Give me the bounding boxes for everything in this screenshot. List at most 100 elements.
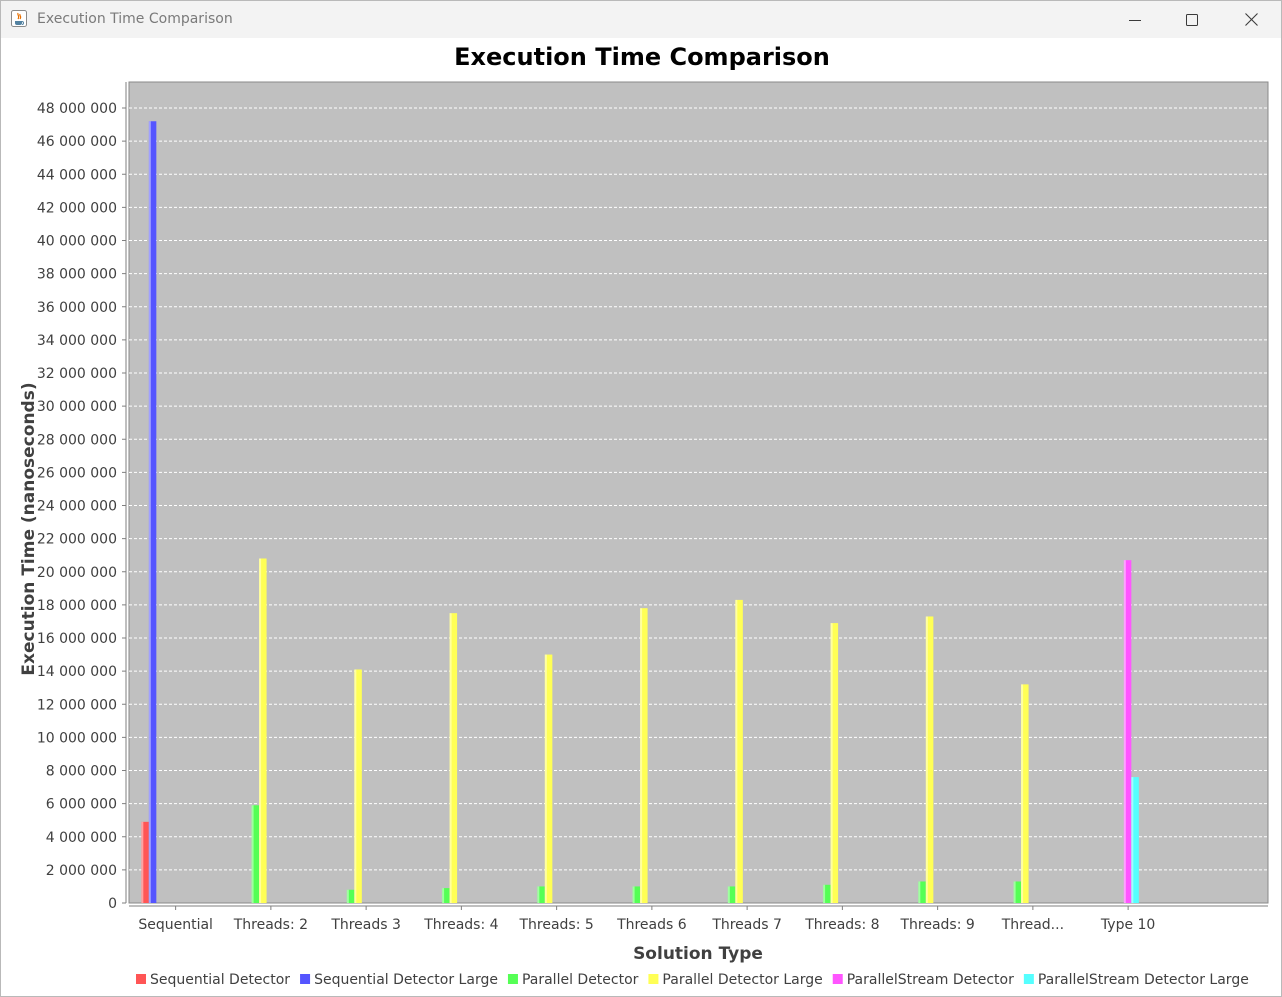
minimize-button[interactable] [1107,1,1163,38]
y-tick-label: 30 000 000 [37,399,117,415]
y-tick-label: 40 000 000 [37,234,117,250]
legend-swatch [136,974,146,984]
bar-highlight [537,886,540,903]
y-tick-label: 42 000 000 [37,200,117,216]
plot-area [128,81,1269,904]
bar-highlight [640,608,643,903]
x-tick-label: Threads 3 [330,917,401,933]
bar-fill [1131,777,1139,903]
y-tick-label: 32 000 000 [37,366,117,382]
y-tick-label: 12 000 000 [37,697,117,713]
bar-highlight [727,886,730,903]
title-bar[interactable]: Execution Time Comparison [1,1,1281,38]
x-tick-label: Threads 7 [711,917,782,933]
y-tick-label: 18 000 000 [37,598,117,614]
x-axis-label: Solution Type [633,944,763,964]
bar-highlight [141,821,144,903]
x-axis-tick-labels: Sequential Threads: 2 Threads 3 Threads: 4 T… [138,906,1155,933]
bar-fill [354,669,362,903]
bar-fill [640,608,648,903]
bar-fill [1013,881,1022,903]
bar-highlight [1013,881,1016,903]
y-tick-label: 34 000 000 [37,333,117,349]
bar-highlight [449,613,452,903]
x-tick-label: Type 10 [1100,917,1155,933]
bar [735,599,743,903]
bars [141,121,1139,903]
y-tick-label: 36 000 000 [37,300,117,316]
legend-label: ParallelStream Detector [847,972,1014,988]
bar-fill [1021,684,1029,903]
bar [830,623,839,903]
bar-highlight [1131,777,1134,903]
chart-title: Execution Time Comparison [454,43,830,71]
y-tick-label: 8 000 000 [46,764,117,780]
bar-fill [148,121,157,903]
legend-label: Sequential Detector Large [314,972,498,988]
bar [918,881,926,903]
legend-item: Parallel Detector Large [648,972,823,988]
y-tick-label: 0 [108,896,117,912]
legend-swatch [648,974,659,984]
bar-highlight [823,884,826,903]
bar-fill [259,558,267,903]
legend-swatch [832,974,843,984]
y-tick-label: 46 000 000 [37,134,117,150]
y-tick-label: 14 000 000 [37,664,117,680]
bar-highlight [918,881,921,903]
bar [1021,684,1029,903]
legend-label: Sequential Detector [150,972,290,988]
close-button[interactable] [1223,1,1279,38]
bar-fill [1123,560,1132,903]
bar [259,558,267,903]
x-tick-label: Threads: 2 [233,917,308,933]
legend-item: ParallelStream Detector [832,972,1014,988]
x-tick-label: Threads: 4 [423,917,498,933]
bar-fill [251,805,260,903]
bar-fill [346,889,355,903]
bar [442,888,450,903]
bar [632,886,641,903]
y-tick-label: 6 000 000 [46,797,117,813]
bar-highlight [346,889,349,903]
bar-fill [918,881,926,903]
bar-fill [537,886,545,903]
legend-item: Sequential Detector [136,972,290,988]
legend-swatch [1023,974,1034,984]
bar [141,821,149,903]
bar-fill [544,654,553,903]
x-tick-label: Threads: 5 [518,917,593,933]
bar-highlight [632,886,635,903]
chart-panel: Execution Time Comparison 0 2 000 000 4 00… [1,38,1281,996]
bar [1123,560,1132,903]
legend: Sequential Detector Sequential Detector L… [136,972,1249,988]
bar-highlight [148,121,151,903]
bar [925,616,934,903]
bar-fill [823,884,831,903]
bar-fill [632,886,641,903]
bar [537,886,545,903]
legend-label: Parallel Detector [522,972,639,988]
bar [727,886,736,903]
bar [449,613,458,903]
execution-time-chart: Execution Time Comparison 0 2 000 000 4 00… [19,43,1269,988]
y-tick-label: 20 000 000 [37,565,117,581]
bar [1131,777,1139,903]
y-tick-label: 48 000 000 [37,101,117,117]
bar-highlight [1123,560,1126,903]
bar-fill [735,599,743,903]
bar-highlight [251,805,254,903]
bar-highlight [544,654,547,903]
bar [544,654,553,903]
x-tick-label: Threads: 9 [899,917,974,933]
y-tick-label: 2 000 000 [46,863,117,879]
x-tick-label: Sequential [138,917,213,933]
bar [251,805,260,903]
maximize-button[interactable] [1164,1,1220,38]
minimize-icon [1129,19,1141,21]
y-tick-label: 28 000 000 [37,432,117,448]
y-tick-label: 44 000 000 [37,167,117,183]
bar [823,884,831,903]
y-tick-label: 26 000 000 [37,465,117,481]
